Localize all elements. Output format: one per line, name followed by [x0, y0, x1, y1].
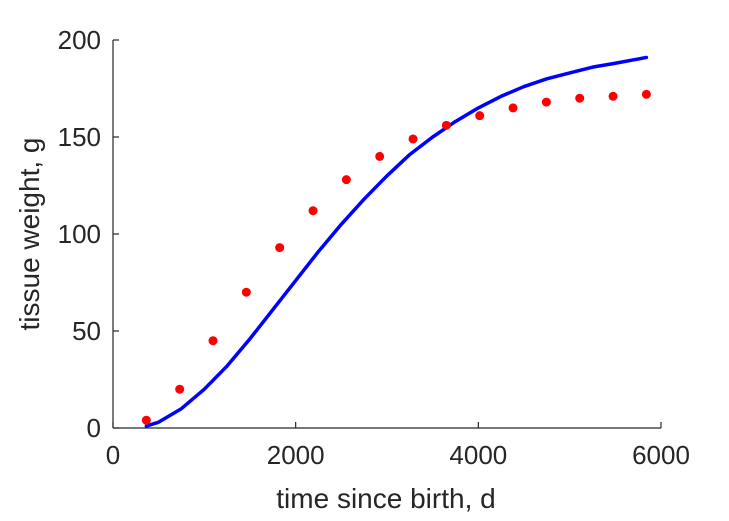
data-point — [608, 91, 618, 101]
data-point — [475, 111, 485, 121]
y-tick-label: 50 — [72, 316, 101, 346]
y-tick-label: 200 — [58, 25, 101, 55]
x-tick-label: 2000 — [267, 440, 325, 470]
y-axis-label: tissue weight, g — [14, 138, 45, 331]
fit-curve-series — [144, 55, 649, 428]
x-axis-label: time since birth, d — [276, 483, 495, 514]
x-tick-label: 0 — [106, 440, 120, 470]
y-tick-label: 100 — [58, 219, 101, 249]
measured-points-series — [141, 89, 651, 425]
data-point — [141, 415, 151, 425]
data-point — [175, 384, 185, 394]
data-point — [441, 120, 451, 130]
x-tick-label: 4000 — [449, 440, 507, 470]
data-point — [208, 336, 218, 346]
x-tick-label: 6000 — [632, 440, 690, 470]
data-point — [575, 93, 585, 103]
data-point — [275, 243, 285, 253]
data-point — [541, 97, 551, 107]
data-point — [408, 134, 418, 144]
data-point — [308, 206, 318, 216]
data-point — [508, 103, 518, 113]
fit-curve-line — [144, 55, 649, 428]
plot-area: 0 2000 4000 6000 0 50 100 150 200 — [58, 25, 690, 470]
axis-ticks: 0 2000 4000 6000 0 50 100 150 200 — [58, 25, 690, 470]
data-point — [375, 151, 385, 161]
data-point — [641, 89, 651, 99]
data-point — [341, 175, 351, 185]
data-point — [241, 287, 251, 297]
y-tick-label: 0 — [87, 413, 101, 443]
y-tick-label: 150 — [58, 122, 101, 152]
